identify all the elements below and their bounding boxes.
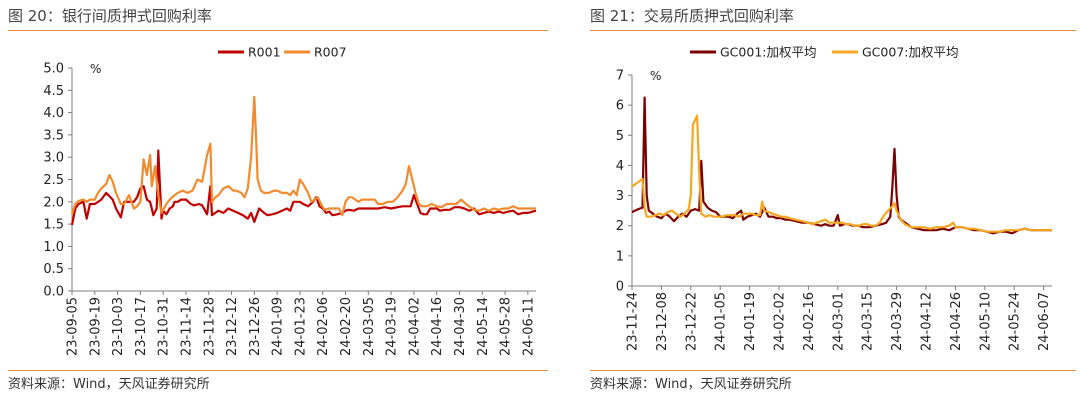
source-divider	[590, 370, 1076, 371]
x-tick-label: 24-05-10	[978, 292, 993, 351]
legend-label: R001	[248, 45, 281, 60]
x-tick-label: 24-06-07	[1037, 292, 1052, 351]
legend-label: GC001:加权平均	[720, 45, 817, 60]
x-tick-label: 23-12-26	[248, 297, 263, 356]
x-tick-label: 23-09-19	[88, 297, 103, 356]
x-tick-label: 24-01-05	[714, 292, 729, 351]
x-tick-label: 24-04-16	[430, 297, 445, 356]
x-tick-label: 24-01-09	[271, 297, 286, 356]
x-tick-label: 23-12-12	[225, 297, 240, 356]
y-tick-label: 2	[616, 219, 624, 234]
y-tick-label: 3	[616, 189, 624, 204]
chart-source: 资料来源：Wind，天风证券研究所	[590, 377, 792, 392]
x-tick-label: 24-03-29	[890, 292, 905, 351]
chart-panel-interbank: 图 20：银行间质押式回购利率 0.0 0.5 1.0 1.5 2.0 2.5 3.0 3.5…	[8, 0, 548, 404]
y-tick-label: 2.5	[43, 173, 64, 188]
chart-title: 图 21：交易所质押式回购利率	[590, 7, 794, 25]
x-tick-label: 24-04-26	[949, 292, 964, 351]
y-tick-label: 3.5	[43, 128, 64, 143]
x-tick-label: 23-10-31	[157, 297, 172, 356]
exchange-repo-rate-chart: 0 1 2 3 4 5 6 7 % 23-11-24 23-12-08 23-12-22 24-01-0…	[616, 45, 1052, 352]
y-tick-label: 3.0	[43, 151, 64, 166]
y-tick-label: 0	[616, 280, 624, 295]
x-tick-label: 24-05-24	[1008, 292, 1023, 351]
y-tick-label: 2.0	[43, 195, 64, 210]
legend-label: GC007:加权平均	[862, 45, 959, 60]
title-divider	[590, 30, 1076, 31]
series-line-2	[631, 114, 1052, 233]
y-tick-label: 0.5	[43, 262, 64, 277]
x-tick-label: 24-03-15	[861, 292, 876, 351]
x-tick-label: 24-03-01	[831, 292, 846, 351]
x-tick-label: 23-11-28	[202, 297, 217, 356]
x-tick-label: 24-04-02	[407, 297, 422, 356]
x-tick-label: 24-05-28	[499, 297, 514, 356]
title-divider	[8, 30, 548, 31]
x-tick-label: 24-01-19	[743, 292, 758, 351]
y-tick-label: 4	[616, 159, 624, 174]
x-tick-label: 23-10-03	[111, 297, 126, 356]
x-tick-label: 23-11-14	[179, 297, 194, 356]
x-tick-label: 23-09-05	[66, 297, 81, 356]
x-tick-label: 23-12-08	[655, 292, 670, 351]
y-unit-label: %	[90, 62, 101, 76]
legend-label: R007	[314, 45, 347, 60]
y-tick-label: 0.0	[43, 285, 64, 300]
x-tick-label: 23-12-22	[684, 292, 699, 351]
x-tick-label: 24-03-05	[362, 297, 377, 356]
y-unit-label: %	[650, 69, 661, 83]
series-line-2	[70, 95, 536, 217]
x-tick-label: 24-04-30	[453, 297, 468, 356]
x-tick-label: 24-03-19	[385, 297, 400, 356]
x-tick-label: 23-11-24	[626, 292, 641, 351]
y-tick-label: 4.5	[43, 84, 64, 99]
y-tick-label: 5	[616, 129, 624, 144]
y-tick-label: 5.0	[43, 62, 64, 77]
x-tick-label: 23-10-17	[134, 297, 149, 356]
y-tick-label: 7	[616, 69, 624, 84]
y-tick-label: 1.0	[43, 240, 64, 255]
source-divider	[8, 370, 548, 371]
x-tick-label: 24-01-23	[293, 297, 308, 356]
y-tick-label: 6	[616, 99, 624, 114]
series-line-1	[70, 149, 537, 226]
x-tick-label: 24-04-12	[920, 292, 935, 351]
y-tick-label: 1.5	[43, 218, 64, 233]
y-tick-label: 1	[616, 249, 624, 264]
x-tick-label: 24-06-11	[521, 297, 536, 356]
x-tick-label: 24-02-16	[802, 292, 817, 351]
x-tick-label: 24-02-02	[773, 292, 788, 351]
interbank-repo-rate-chart: 0.0 0.5 1.0 1.5 2.0 2.5 3.0 3.5 4.0 4.5 5.0 % 23-09-…	[43, 45, 537, 357]
y-tick-label: 4.0	[43, 106, 64, 121]
chart-panel-exchange: 图 21：交易所质押式回购利率 0 1 2 3 4 5 6 7% 23-11-24 23-12-0…	[590, 0, 1076, 404]
x-tick-label: 24-02-20	[339, 297, 354, 356]
chart-source: 资料来源：Wind，天风证券研究所	[8, 377, 210, 392]
x-tick-label: 24-05-14	[476, 297, 491, 356]
x-tick-label: 24-02-06	[316, 297, 331, 356]
chart-title: 图 20：银行间质押式回购利率	[8, 7, 212, 25]
